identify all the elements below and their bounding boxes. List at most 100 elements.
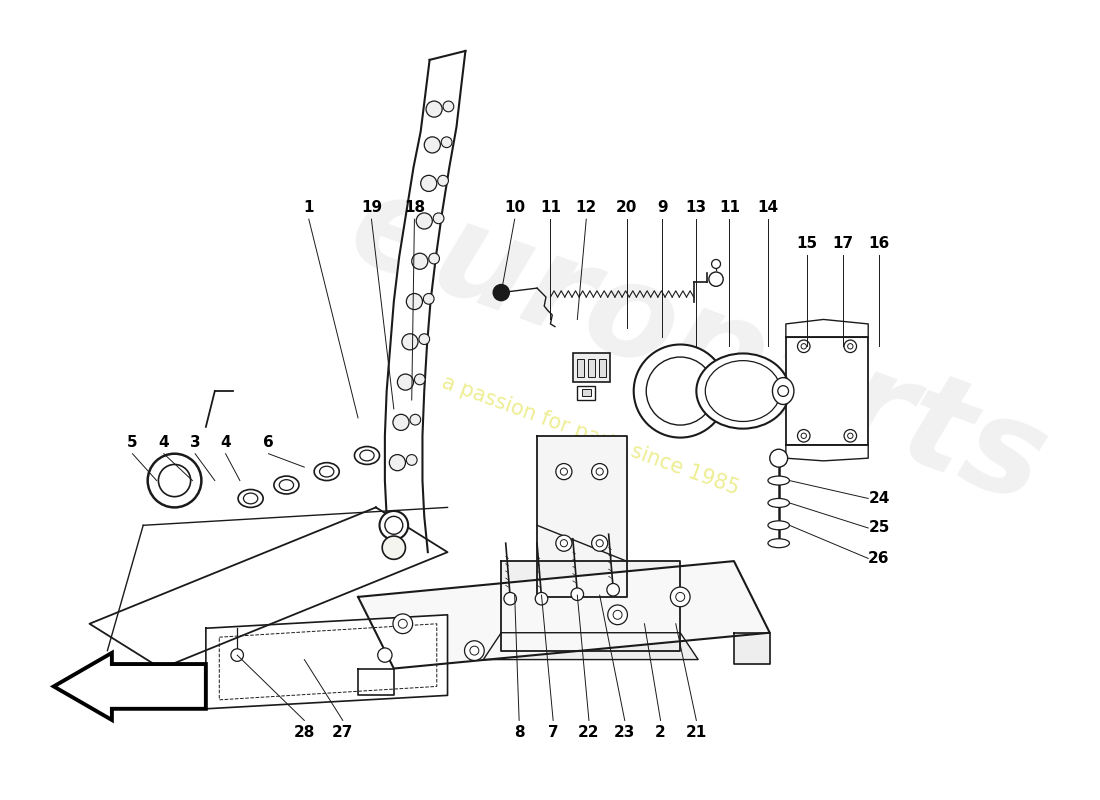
Text: 25: 25 [868,521,890,535]
Ellipse shape [354,446,379,465]
Circle shape [493,285,509,301]
Circle shape [393,614,412,634]
Text: 2: 2 [656,726,666,741]
Text: 16: 16 [868,236,890,251]
Ellipse shape [319,466,334,477]
Circle shape [607,605,627,625]
Circle shape [158,465,190,497]
Circle shape [425,137,440,153]
Bar [578,386,595,400]
FancyArrow shape [54,653,206,720]
Circle shape [147,454,201,507]
Circle shape [406,454,417,466]
Circle shape [441,137,452,147]
Polygon shape [502,561,680,650]
Circle shape [675,593,684,602]
Ellipse shape [768,476,790,485]
Circle shape [613,610,623,619]
Circle shape [712,259,720,269]
Circle shape [504,593,516,605]
Circle shape [596,468,603,475]
Ellipse shape [696,354,790,429]
Ellipse shape [360,450,374,461]
Circle shape [429,254,440,264]
Circle shape [571,588,584,601]
Circle shape [844,430,857,442]
Circle shape [410,414,420,425]
Circle shape [801,344,806,349]
Polygon shape [358,669,394,695]
Circle shape [416,213,432,229]
Circle shape [419,334,430,345]
Polygon shape [785,445,868,461]
Polygon shape [734,633,770,664]
Text: 28: 28 [294,726,315,741]
Circle shape [798,430,810,442]
Circle shape [389,454,406,470]
Ellipse shape [243,493,257,504]
Circle shape [646,357,714,425]
Text: europarts: europarts [333,162,1063,530]
Circle shape [560,468,568,475]
Text: 24: 24 [868,491,890,506]
Circle shape [438,175,449,186]
Text: 1: 1 [304,200,313,215]
Ellipse shape [768,521,790,530]
Circle shape [536,593,548,605]
Circle shape [426,101,442,117]
Circle shape [377,648,392,662]
Text: 14: 14 [758,200,779,215]
Bar [578,359,584,377]
Circle shape [424,294,434,304]
Text: 23: 23 [614,726,636,741]
Text: 27: 27 [332,726,353,741]
Circle shape [848,344,852,349]
Circle shape [560,540,568,546]
Bar [588,359,595,377]
Ellipse shape [768,498,790,507]
Text: 8: 8 [514,726,525,741]
Circle shape [708,272,723,286]
Ellipse shape [772,378,794,405]
Polygon shape [537,436,627,597]
Text: 12: 12 [575,200,597,215]
Ellipse shape [768,538,790,548]
Text: 7: 7 [548,726,559,741]
Ellipse shape [315,462,339,481]
Circle shape [443,101,454,112]
Text: 11: 11 [540,200,561,215]
Text: a passion for parts since 1985: a passion for parts since 1985 [439,373,742,499]
Circle shape [556,463,572,480]
Circle shape [770,450,788,467]
Polygon shape [219,624,437,700]
Circle shape [801,433,806,438]
Circle shape [848,433,852,438]
Circle shape [634,345,727,438]
Polygon shape [358,561,770,669]
Circle shape [592,535,607,551]
Text: 17: 17 [833,236,854,251]
Bar [582,390,591,397]
Polygon shape [385,51,465,552]
Ellipse shape [274,476,299,494]
Circle shape [411,254,428,270]
Circle shape [433,213,444,224]
Circle shape [397,374,414,390]
Text: 26: 26 [868,551,890,566]
Circle shape [385,516,403,534]
Circle shape [379,511,408,540]
Circle shape [406,294,422,310]
Text: 4: 4 [220,435,231,450]
Circle shape [398,619,407,628]
Text: 19: 19 [361,200,382,215]
Circle shape [556,535,572,551]
Text: 15: 15 [796,236,818,251]
Circle shape [402,334,418,350]
Circle shape [382,536,406,559]
Ellipse shape [705,361,781,422]
Text: 6: 6 [263,435,274,450]
Polygon shape [206,615,448,709]
Circle shape [778,386,789,397]
Circle shape [464,641,484,661]
Text: 11: 11 [719,200,740,215]
